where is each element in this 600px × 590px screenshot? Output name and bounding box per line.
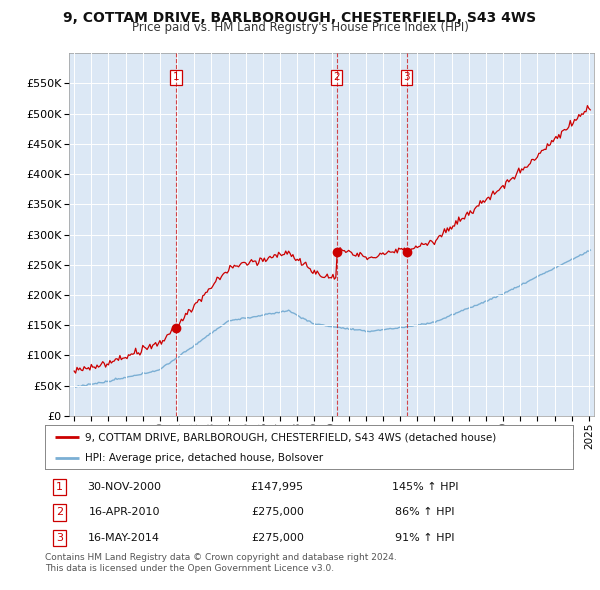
Text: Contains HM Land Registry data © Crown copyright and database right 2024.: Contains HM Land Registry data © Crown c… <box>45 553 397 562</box>
Text: 86% ↑ HPI: 86% ↑ HPI <box>395 507 455 517</box>
Text: 3: 3 <box>56 533 63 543</box>
Text: This data is licensed under the Open Government Licence v3.0.: This data is licensed under the Open Gov… <box>45 564 334 573</box>
Text: 2: 2 <box>56 507 64 517</box>
Text: 9, COTTAM DRIVE, BARLBOROUGH, CHESTERFIELD, S43 4WS: 9, COTTAM DRIVE, BARLBOROUGH, CHESTERFIE… <box>64 11 536 25</box>
Text: 1: 1 <box>56 482 63 492</box>
Text: 9, COTTAM DRIVE, BARLBOROUGH, CHESTERFIELD, S43 4WS (detached house): 9, COTTAM DRIVE, BARLBOROUGH, CHESTERFIE… <box>85 432 496 442</box>
Text: Price paid vs. HM Land Registry's House Price Index (HPI): Price paid vs. HM Land Registry's House … <box>131 21 469 34</box>
Text: £275,000: £275,000 <box>251 507 304 517</box>
Text: 91% ↑ HPI: 91% ↑ HPI <box>395 533 455 543</box>
Text: 1: 1 <box>172 73 179 82</box>
Text: 3: 3 <box>403 73 410 82</box>
Text: HPI: Average price, detached house, Bolsover: HPI: Average price, detached house, Bols… <box>85 454 323 463</box>
Text: £275,000: £275,000 <box>251 533 304 543</box>
Text: 16-MAY-2014: 16-MAY-2014 <box>88 533 160 543</box>
Text: 16-APR-2010: 16-APR-2010 <box>88 507 160 517</box>
Text: £147,995: £147,995 <box>251 482 304 492</box>
Text: 30-NOV-2000: 30-NOV-2000 <box>87 482 161 492</box>
Text: 145% ↑ HPI: 145% ↑ HPI <box>392 482 458 492</box>
Text: 2: 2 <box>333 73 340 82</box>
